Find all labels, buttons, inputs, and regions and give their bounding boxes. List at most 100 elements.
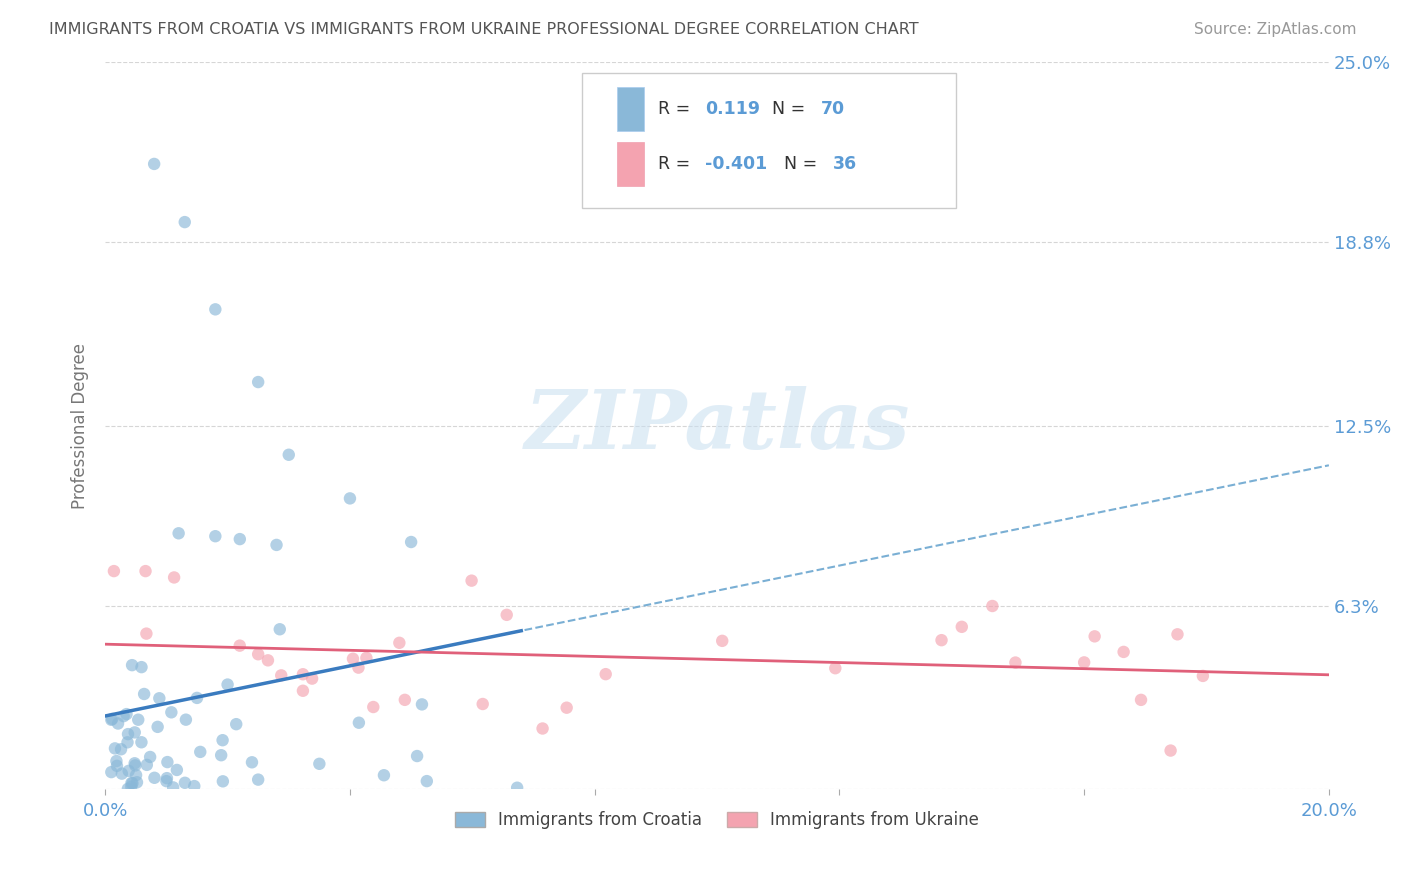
Point: [121, 658, 143, 673]
Point: [174, 713, 197, 727]
Text: Source: ZipAtlas.com: Source: ZipAtlas.com: [1194, 22, 1357, 37]
Text: -0.401: -0.401: [704, 155, 768, 173]
Text: ZIPatlas: ZIPatlas: [524, 385, 910, 466]
Point: [495, 607, 517, 622]
Point: [229, 532, 252, 546]
Point: [471, 697, 494, 711]
Point: [188, 745, 211, 759]
Point: [406, 749, 429, 764]
Point: [399, 535, 422, 549]
Point: [139, 750, 162, 764]
Text: IMMIGRANTS FROM CROATIA VS IMMIGRANTS FROM UKRAINE PROFESSIONAL DEGREE CORRELATI: IMMIGRANTS FROM CROATIA VS IMMIGRANTS FR…: [49, 22, 920, 37]
Point: [247, 772, 270, 787]
Point: [394, 693, 416, 707]
Point: [117, 735, 139, 749]
Text: R =: R =: [658, 155, 696, 173]
Point: [125, 768, 148, 782]
Point: [107, 716, 129, 731]
Point: [118, 764, 141, 778]
Legend: Immigrants from Croatia, Immigrants from Ukraine: Immigrants from Croatia, Immigrants from…: [449, 804, 986, 836]
Text: 70: 70: [821, 100, 845, 118]
Point: [595, 667, 617, 681]
Point: [931, 633, 953, 648]
Point: [103, 564, 125, 578]
Point: [135, 626, 157, 640]
Point: [167, 526, 190, 541]
Point: [308, 756, 330, 771]
Point: [183, 779, 205, 793]
Point: [531, 722, 554, 736]
Point: [388, 636, 411, 650]
Point: [981, 599, 1004, 613]
Point: [339, 491, 361, 506]
Point: [347, 660, 370, 674]
Point: [155, 774, 177, 789]
Point: [555, 700, 578, 714]
Point: [240, 756, 263, 770]
Point: [204, 529, 226, 543]
Point: [824, 661, 846, 675]
Point: [104, 741, 127, 756]
Point: [134, 687, 156, 701]
Point: [506, 780, 529, 795]
Point: [156, 771, 179, 785]
Point: [101, 712, 124, 726]
Point: [131, 735, 153, 749]
Point: [120, 780, 142, 794]
Point: [112, 709, 135, 723]
Point: [217, 677, 239, 691]
Point: [416, 774, 439, 789]
Point: [301, 672, 323, 686]
Point: [711, 633, 734, 648]
Point: [160, 706, 183, 720]
Point: [110, 742, 132, 756]
Point: [211, 733, 233, 747]
Point: [163, 570, 186, 584]
Point: [204, 302, 226, 317]
Point: [124, 758, 146, 772]
Point: [124, 725, 146, 739]
Text: 36: 36: [834, 155, 858, 173]
Point: [143, 771, 166, 785]
Point: [266, 538, 288, 552]
Point: [162, 780, 184, 795]
Point: [229, 639, 252, 653]
Point: [100, 713, 122, 727]
Point: [135, 757, 157, 772]
Point: [363, 700, 385, 714]
Point: [356, 651, 378, 665]
Point: [1084, 629, 1107, 643]
FancyBboxPatch shape: [617, 87, 644, 131]
Point: [411, 698, 433, 712]
Point: [269, 622, 291, 636]
FancyBboxPatch shape: [582, 73, 956, 208]
Point: [186, 690, 208, 705]
Point: [120, 776, 142, 790]
Point: [291, 667, 314, 681]
Point: [105, 754, 128, 768]
Point: [225, 717, 247, 731]
Point: [1073, 656, 1095, 670]
Text: N =: N =: [785, 155, 823, 173]
Point: [148, 691, 170, 706]
Point: [174, 776, 197, 790]
Point: [1160, 743, 1182, 757]
Point: [135, 564, 157, 578]
Point: [115, 707, 138, 722]
Point: [166, 763, 188, 777]
Point: [1192, 669, 1215, 683]
Point: [100, 765, 122, 780]
Point: [342, 652, 364, 666]
FancyBboxPatch shape: [617, 142, 644, 186]
Point: [131, 660, 153, 674]
Point: [117, 727, 139, 741]
Point: [121, 776, 143, 790]
Text: 0.119: 0.119: [704, 100, 759, 118]
Point: [291, 683, 314, 698]
Point: [460, 574, 482, 588]
Point: [111, 766, 134, 780]
Text: N =: N =: [772, 100, 811, 118]
Point: [125, 775, 148, 789]
Point: [1112, 645, 1135, 659]
Point: [212, 774, 235, 789]
